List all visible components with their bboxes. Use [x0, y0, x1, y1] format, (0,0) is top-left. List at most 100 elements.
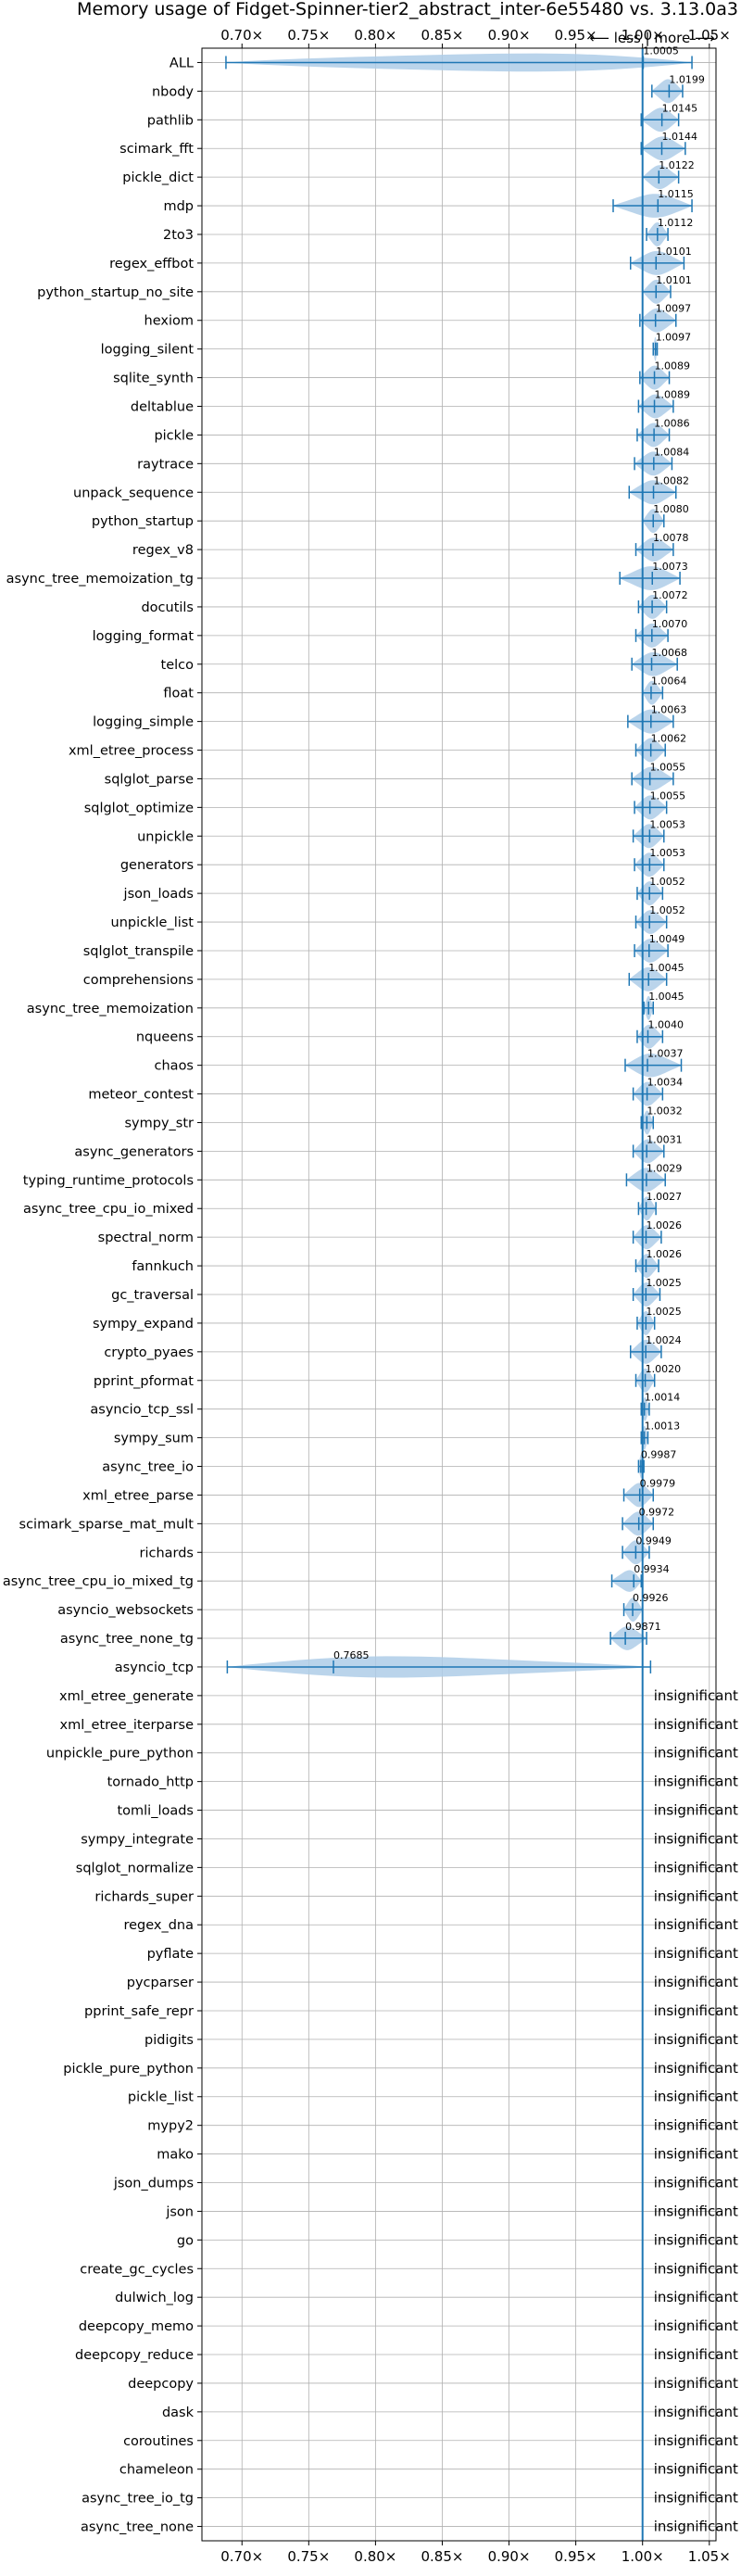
marks-layer: [225, 48, 693, 2541]
benchmark-label: telco: [161, 658, 195, 673]
benchmark-label: unpack_sequence: [73, 486, 194, 500]
value-label: 1.0101: [656, 246, 692, 258]
benchmark-label: logging_format: [93, 629, 195, 644]
x-tick-label-top: 0.70×: [220, 27, 263, 44]
x-tick-label-top: 0.80×: [354, 27, 396, 44]
benchmark-label: async_tree_memoization: [27, 1002, 194, 1017]
benchmark-label: logging_simple: [93, 715, 194, 730]
benchmark-label: raytrace: [137, 457, 194, 472]
benchmark-label: pprint_pformat: [94, 1374, 194, 1389]
insignificant-label: insignificant: [654, 2146, 738, 2163]
value-label: 1.0037: [647, 1048, 684, 1060]
benchmark-label: sympy_sum: [114, 1432, 194, 1446]
value-label: 1.0032: [647, 1105, 683, 1117]
insignificant-label: insignificant: [654, 2375, 738, 2392]
value-label: 1.0025: [646, 1277, 682, 1289]
value-label: 1.0086: [654, 417, 690, 429]
benchmark-label: mdp: [163, 199, 194, 214]
value-label: 1.0053: [649, 818, 685, 830]
benchmark-label: async_tree_memoization_tg: [6, 572, 194, 587]
insignificant-label: insignificant: [654, 2031, 738, 2048]
benchmark-label: dask: [162, 2406, 195, 2420]
insignificant-label: insignificant: [654, 2231, 738, 2248]
benchmark-label: pidigits: [144, 2033, 194, 2048]
value-label: 1.0097: [656, 332, 692, 344]
value-label: 1.0062: [651, 733, 687, 745]
value-label: 0.9934: [634, 1563, 670, 1575]
value-label: 1.0122: [659, 159, 695, 171]
benchmark-label: deepcopy_memo: [79, 2319, 194, 2334]
benchmark-label: asyncio_tcp_ssl: [90, 1403, 194, 1418]
value-label: 0.9987: [641, 1449, 677, 1461]
benchmark-label: meteor_contest: [88, 1088, 194, 1103]
benchmark-label: scimark_fft: [119, 142, 194, 157]
benchmark-label: pickle_pure_python: [63, 2062, 194, 2077]
benchmark-label: deepcopy: [128, 2377, 194, 2392]
insignificant-label: insignificant: [654, 2519, 738, 2535]
x-tick-label-top: 0.95×: [555, 27, 597, 44]
value-label: 1.0055: [650, 789, 686, 802]
benchmark-label: sympy_expand: [93, 1317, 194, 1332]
value-label: 1.0026: [646, 1248, 682, 1260]
insignificant-label: insignificant: [654, 1945, 738, 1962]
benchmark-label: create_gc_cycles: [80, 2262, 194, 2277]
value-label: 1.0145: [662, 102, 698, 114]
value-label: 1.0049: [649, 933, 685, 945]
value-label: 1.0013: [645, 1421, 681, 1433]
insignificant-label: insignificant: [654, 2089, 738, 2105]
benchmark-label: unpickle: [137, 829, 194, 844]
value-label: 1.0089: [655, 388, 691, 400]
benchmark-label: deltablue: [131, 399, 194, 414]
value-label: 1.0097: [656, 303, 692, 315]
insignificant-label: insignificant: [654, 2404, 738, 2420]
value-label: 1.0112: [658, 217, 694, 229]
value-label: 1.0055: [650, 761, 686, 773]
x-tick-label-bottom: 0.70×: [220, 2548, 263, 2565]
benchmark-label: typing_runtime_protocols: [23, 1173, 194, 1188]
benchmark-label: nbody: [152, 84, 194, 99]
insignificant-label: insignificant: [654, 1745, 738, 1762]
value-label: 0.9979: [640, 1477, 676, 1489]
value-label: 1.0014: [645, 1392, 681, 1404]
x-tick-label-bottom: 0.90×: [488, 2548, 531, 2565]
insignificant-label: insignificant: [654, 1716, 738, 1733]
insignificant-label: insignificant: [654, 1830, 738, 1847]
x-tick-label-bottom: 0.75×: [287, 2548, 330, 2565]
x-tick-label-top: 0.90×: [488, 27, 531, 44]
benchmark-label: coroutines: [123, 2434, 194, 2449]
benchmark-label: float: [163, 687, 194, 701]
x-tick-label-top: 0.75×: [287, 27, 330, 44]
benchmark-label: chaos: [155, 1059, 194, 1074]
benchmark-label: pycparser: [127, 1976, 194, 1990]
benchmark-label: pickle: [154, 428, 194, 443]
value-label: 0.9926: [633, 1592, 669, 1604]
value-label: 1.0068: [652, 647, 688, 659]
benchmark-label: async_tree_cpu_io_mixed: [23, 1202, 194, 1217]
benchmark-label: gc_traversal: [111, 1288, 194, 1303]
insignificant-label: insignificant: [654, 2346, 738, 2363]
x-tick-label-top: 0.85×: [421, 27, 463, 44]
benchmark-label: async_tree_none: [81, 2520, 194, 2535]
value-label: 0.9949: [635, 1534, 672, 1547]
benchmark-label: mako: [157, 2148, 194, 2163]
benchmark-label: json_dumps: [113, 2177, 194, 2191]
benchmark-label: richards_super: [94, 1889, 194, 1904]
value-label: 1.0078: [653, 532, 689, 544]
benchmark-label: deepcopy_reduce: [75, 2348, 194, 2363]
value-label: 1.0144: [661, 131, 697, 143]
insignificant-label: insignificant: [654, 2461, 738, 2478]
benchmark-label: scimark_sparse_mat_mult: [19, 1517, 195, 1532]
benchmark-label: async_tree_none_tg: [60, 1632, 194, 1647]
benchmark-label: python_startup_no_site: [37, 285, 194, 300]
insignificant-label: insignificant: [654, 1888, 738, 1904]
benchmark-label: python_startup: [92, 514, 194, 529]
insignificant-label: insignificant: [654, 1802, 738, 1819]
benchmark-label: richards: [139, 1546, 194, 1560]
value-label: 1.0101: [656, 274, 692, 286]
benchmark-label: sqlite_synth: [113, 372, 194, 386]
value-label: 0.7685: [333, 1649, 370, 1661]
benchmark-label: sqlglot_normalize: [76, 1861, 194, 1875]
value-label: 0.9871: [625, 1621, 661, 1633]
label-layer: 0.70× 0.70× 0.75× 0.75× 0.80× 0.80× 0.85× 0.85×…: [3, 27, 738, 2565]
benchmark-label: fannkuch: [132, 1259, 194, 1274]
